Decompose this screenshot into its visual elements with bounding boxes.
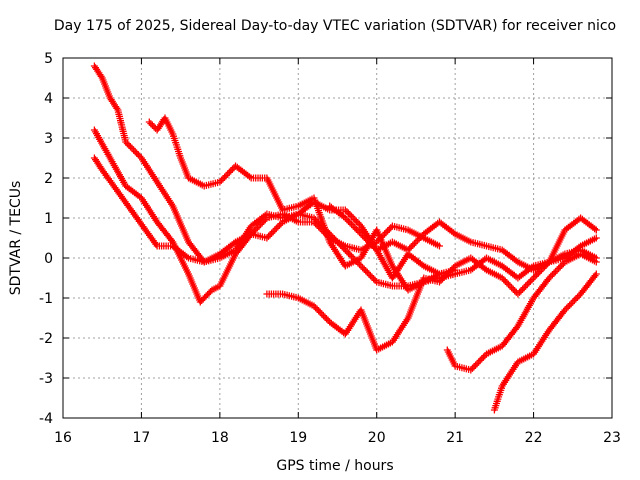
series-track-2 [90, 126, 443, 306]
series-markers [145, 114, 459, 294]
series-markers [443, 250, 600, 374]
y-tick-label: 3 [44, 131, 53, 147]
chart-title: Day 175 of 2025, Sidereal Day-to-day VTE… [54, 18, 616, 34]
series-track-3 [145, 114, 459, 294]
y-tick-label: 1 [44, 211, 53, 227]
x-tick-label: 22 [525, 430, 543, 446]
x-tick-label: 20 [368, 430, 386, 446]
data-series [90, 62, 600, 414]
y-tick-label: 4 [44, 91, 53, 107]
y-tick-label: 5 [44, 51, 53, 67]
x-tick-label: 18 [211, 430, 229, 446]
y-tick-label: -1 [39, 291, 53, 307]
x-tick-label: 21 [446, 430, 464, 446]
series-track-8 [490, 270, 600, 414]
x-tick-label: 19 [289, 430, 307, 446]
grid-lines [63, 58, 612, 418]
x-tick-label: 17 [133, 430, 151, 446]
series-track-6 [326, 202, 600, 274]
series-markers [90, 126, 443, 306]
x-tick-label: 16 [54, 430, 72, 446]
series-markers [326, 202, 600, 274]
y-tick-label: -2 [39, 331, 53, 347]
y-tick-label: 2 [44, 171, 53, 187]
plot-frame [62, 57, 613, 419]
y-axis-label: SDTVAR / TECUs [8, 181, 24, 296]
series-markers [490, 270, 600, 414]
y-tick-label: -4 [39, 411, 53, 427]
x-tick-label: 23 [603, 430, 621, 446]
y-tick-label: -3 [39, 371, 53, 387]
series-track-7 [443, 250, 600, 374]
y-tick-label: 0 [44, 251, 53, 267]
x-axis-label: GPS time / hours [276, 458, 393, 474]
